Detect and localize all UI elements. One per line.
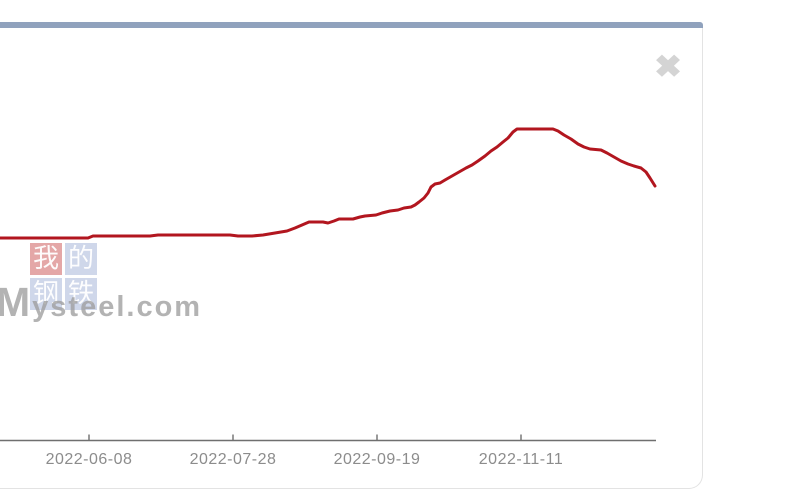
x-axis-tick-label: 2022-07-28 bbox=[189, 451, 277, 468]
watermark-char: 钢 bbox=[30, 278, 62, 310]
mysteel-watermark-text: Mysteel.com bbox=[0, 279, 203, 325]
x-axis-tick-label: 2022-11-11 bbox=[478, 451, 564, 468]
x-axis-tick-label: 2022-09-19 bbox=[333, 451, 421, 468]
watermark-char: 铁 bbox=[65, 278, 97, 310]
close-icon: ✖ bbox=[653, 48, 683, 84]
chart-modal-panel bbox=[0, 22, 703, 489]
x-axis-tick-label: 2022-06-08 bbox=[45, 451, 133, 468]
watermark-char: 我 bbox=[30, 243, 62, 275]
modal-top-accent-bar bbox=[0, 22, 703, 28]
watermark-char: 的 bbox=[65, 243, 97, 275]
mysteel-watermark-logo: 我 的 钢 铁 bbox=[30, 243, 97, 310]
close-button[interactable]: ✖ bbox=[649, 47, 687, 85]
